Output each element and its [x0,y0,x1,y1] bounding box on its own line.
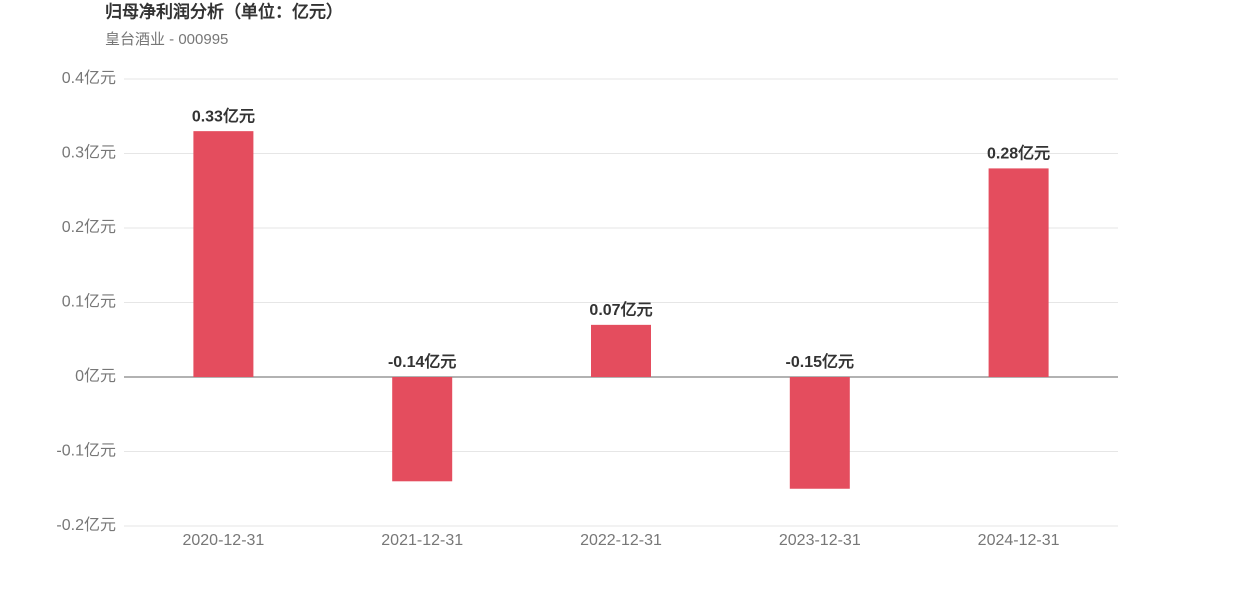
x-tick-label: 2020-12-31 [182,532,264,549]
bar [591,324,651,377]
value-label: 0.33亿元 [192,106,255,125]
value-label: -0.15亿元 [786,352,854,371]
y-tick-label: 0.2亿元 [62,218,116,236]
x-tick-label: 2021-12-31 [381,532,463,549]
chart-subtitle: 皇台酒业 - 000995 [105,31,228,48]
y-tick-label: 0.3亿元 [62,144,116,162]
y-tick-label: -0.2亿元 [56,516,116,534]
y-tick-label: 0亿元 [75,367,116,385]
y-tick-label: -0.1亿元 [56,442,116,460]
value-label: 0.28亿元 [987,144,1050,163]
value-label: -0.14亿元 [388,352,456,371]
y-tick-label: 0.1亿元 [62,293,116,311]
x-tick-label: 2024-12-31 [978,532,1060,549]
x-tick-label: 2023-12-31 [779,532,861,549]
bar [789,377,850,489]
value-label: 0.07亿元 [589,300,652,319]
bar [193,131,254,377]
x-tick-label: 2022-12-31 [580,532,662,549]
bar [988,168,1049,377]
chart-title: 归母净利润分析（单位：亿元） [105,1,343,21]
y-tick-label: 0.4亿元 [62,69,116,87]
bar [392,377,453,482]
